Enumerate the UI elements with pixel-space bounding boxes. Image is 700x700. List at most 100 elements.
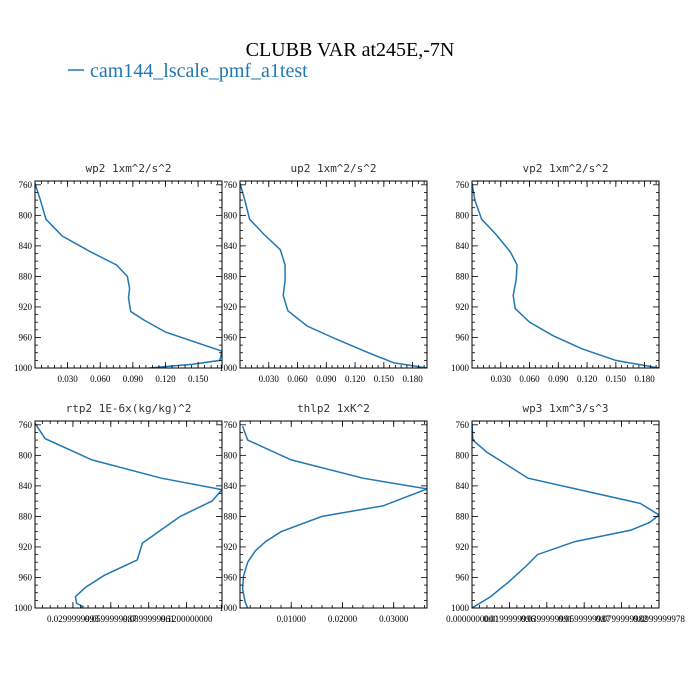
panel-title: wp2 1xm^2/s^2 [85,162,171,175]
figure-title: CLUBB VAR at245E,-7N [246,39,455,61]
legend: cam144_lscale_pmf_a1test [68,60,308,82]
x-tick-label: 0.060 [90,374,111,384]
y-tick-label: 960 [19,332,33,342]
x-tick-label: 0.090 [316,374,337,384]
y-tick-label: 920 [224,302,238,312]
panel-title: up2 1xm^2/s^2 [290,162,376,175]
y-tick-label: 960 [456,572,470,582]
y-tick-label: 800 [456,450,470,460]
y-tick-label: 920 [19,302,33,312]
y-tick-label: 880 [456,511,470,521]
x-tick-label: 0.090 [123,374,144,384]
x-tick-label: 0.180 [634,374,655,384]
plot-frame [239,180,428,369]
y-tick-label: 840 [224,241,238,251]
plot-frame [239,420,428,609]
plot-frame [34,180,223,369]
y-tick-label: 760 [224,180,238,190]
x-tick-label: 0.0599999987 [85,614,137,624]
y-tick-label: 880 [19,271,33,281]
y-tick-label: 1000 [451,363,470,373]
series-line [472,183,659,368]
y-tick-label: 920 [456,542,470,552]
y-tick-label: 960 [224,572,238,582]
series-line [240,183,427,368]
y-tick-label: 760 [224,420,238,430]
series-line [241,426,427,608]
series-line [35,183,222,368]
panel-2: vp2 1xm^2/s^2 760 800 840 880 920 960 1000 0.030… [451,162,660,384]
x-tick-label: 0.03000 [379,614,409,624]
y-tick-label: 800 [456,210,470,220]
x-tick-label: 0.120 [577,374,598,384]
x-tick-label: 0.0999999978 [633,614,685,624]
panel-title: vp2 1xm^2/s^2 [522,162,608,175]
y-tick-label: 760 [456,420,470,430]
x-tick-label: 0.0599999987 [558,614,610,624]
panel-3: rtp2 1E-6x(kg/kg)^2 760 800 840 880 920 960 100… [14,402,223,624]
x-tick-label: 0.060 [519,374,540,384]
x-tick-label: 0.02000 [328,614,358,624]
x-tick-label: 0.150 [374,374,395,384]
y-tick-label: 960 [224,332,238,342]
y-tick-label: 880 [224,511,238,521]
y-tick-label: 920 [456,302,470,312]
y-tick-label: 840 [19,241,33,251]
y-tick-label: 800 [224,450,238,460]
series-line [472,423,659,608]
x-tick-label: 0.0799999982 [596,614,648,624]
panel-title: thlp2 1xK^2 [297,402,370,415]
panel-4: thlp2 1xK^2 760 800 840 880 920 960 1000 0.01000… [219,402,428,624]
y-tick-label: 760 [19,180,33,190]
x-tick-label: 0.0899999961 [123,614,175,624]
y-tick-label: 880 [19,511,33,521]
y-tick-label: 960 [19,572,33,582]
y-tick-label: 920 [224,542,238,552]
y-tick-label: 840 [19,481,33,491]
x-tick-label: 0.090 [548,374,569,384]
panel-1: up2 1xm^2/s^2 760 800 840 880 920 960 1000 0.030… [219,162,428,384]
plot-frame [471,180,660,369]
legend-label: cam144_lscale_pmf_a1test [90,60,308,82]
x-tick-label: 0.0299999993 [47,614,99,624]
panel-0: wp2 1xm^2/s^2 760 800 840 880 920 960 1000 0.030… [14,162,223,384]
x-tick-label: 0.030 [57,374,78,384]
x-tick-label: 0.030 [259,374,280,384]
y-tick-label: 1000 [14,363,33,373]
x-tick-label: 0.01000 [277,614,307,624]
y-tick-label: 760 [456,180,470,190]
y-tick-label: 800 [19,450,33,460]
y-tick-label: 880 [224,271,238,281]
x-tick-label: 0.060 [287,374,308,384]
plot-frame [34,420,223,609]
y-tick-label: 840 [224,481,238,491]
y-tick-label: 840 [456,481,470,491]
y-tick-label: 960 [456,332,470,342]
y-tick-label: 880 [456,271,470,281]
y-tick-label: 840 [456,241,470,251]
panel-title: wp3 1xm^3/s^3 [522,402,608,415]
y-tick-label: 1000 [219,363,238,373]
x-tick-label: 0.150 [188,374,209,384]
y-tick-label: 1000 [219,603,238,613]
x-tick-label: 0.120 [345,374,366,384]
panels-group: wp2 1xm^2/s^2 760 800 840 880 920 960 1000 0.030… [14,162,685,624]
y-tick-label: 920 [19,542,33,552]
y-tick-label: 760 [19,420,33,430]
series-line [35,422,222,608]
x-tick-label: 0.1200000000 [161,614,213,624]
y-tick-label: 800 [224,210,238,220]
panel-5: wp3 1xm^3/s^3 760 800 840 880 920 960 10000.000… [446,402,685,624]
x-tick-label: 0.030 [491,374,512,384]
plot-frame [471,420,660,609]
x-tick-label: 0.180 [402,374,423,384]
x-tick-label: 0.0000000000 [446,614,498,624]
x-tick-label: 0.0199999996 [484,614,536,624]
x-tick-label: 0.120 [155,374,176,384]
x-tick-label: 0.0399999991 [521,614,573,624]
panel-title: rtp2 1E-6x(kg/kg)^2 [66,402,192,415]
x-tick-label: 0.150 [606,374,627,384]
y-tick-label: 800 [19,210,33,220]
y-tick-label: 1000 [14,603,33,613]
